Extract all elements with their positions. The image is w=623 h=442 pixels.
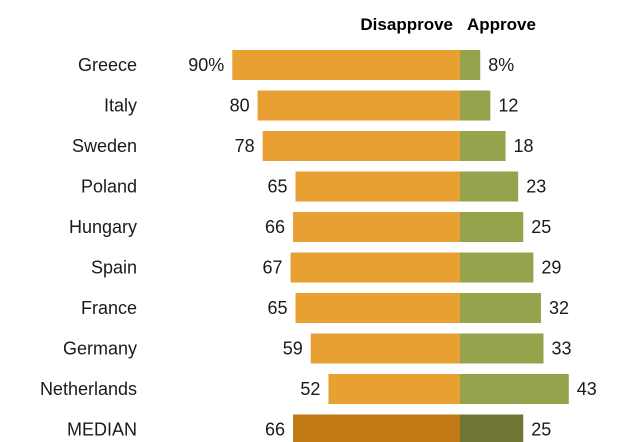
disapprove-bar-sweden [262,131,460,161]
approve-bar-sweden [460,131,506,161]
approve-bar-germany [460,333,544,364]
disapprove-value-italy: 80 [230,96,250,116]
category-label-italy: Italy [104,96,137,116]
disapprove-value-hungary: 66 [265,217,285,237]
disapprove-header: Disapprove [360,15,453,34]
approve-bar-median [460,414,524,442]
disapprove-value-germany: 59 [283,339,303,359]
approve-bar-hungary [460,212,524,242]
approve-value-germany: 33 [551,339,571,359]
approve-value-italy: 12 [498,96,518,116]
category-label-france: France [81,298,137,318]
disapprove-bar-france [295,293,460,323]
approve-value-hungary: 25 [531,217,551,237]
approve-bar-italy [460,90,491,121]
category-label-greece: Greece [78,55,137,75]
approve-bar-netherlands [460,374,569,404]
disapprove-value-spain: 67 [262,258,282,278]
category-label-germany: Germany [63,339,137,359]
category-label-sweden: Sweden [72,136,137,156]
disapprove-value-poland: 65 [268,177,288,197]
category-label-hungary: Hungary [69,217,137,237]
disapprove-value-netherlands: 52 [300,379,320,399]
disapprove-bar-hungary [293,212,460,242]
approve-value-spain: 29 [541,258,561,278]
approve-value-sweden: 18 [514,136,534,156]
disapprove-bar-germany [310,333,460,364]
approve-header: Approve [467,15,536,34]
disapprove-bar-spain [290,252,460,283]
category-label-poland: Poland [81,177,137,197]
approve-bar-greece [460,50,481,80]
disapprove-bar-netherlands [328,374,460,404]
approve-bar-france [460,293,541,323]
approve-value-median: 25 [531,420,551,440]
disapprove-value-sweden: 78 [235,136,255,156]
approve-bar-spain [460,252,534,283]
approve-bar-poland [460,171,519,202]
disapprove-bar-poland [295,171,460,202]
approve-value-france: 32 [549,298,569,318]
disapprove-bar-italy [257,90,460,121]
approve-value-poland: 23 [526,177,546,197]
disapprove-bar-median [293,414,460,442]
approve-value-netherlands: 43 [577,379,597,399]
approve-value-greece: 8% [488,55,514,75]
category-label-median: MEDIAN [67,420,137,440]
category-label-netherlands: Netherlands [40,379,137,399]
disapprove-value-greece: 90% [188,55,224,75]
disapprove-value-france: 65 [268,298,288,318]
disapprove-bar-greece [232,50,460,80]
category-label-spain: Spain [91,258,137,278]
disapprove-value-median: 66 [265,420,285,440]
